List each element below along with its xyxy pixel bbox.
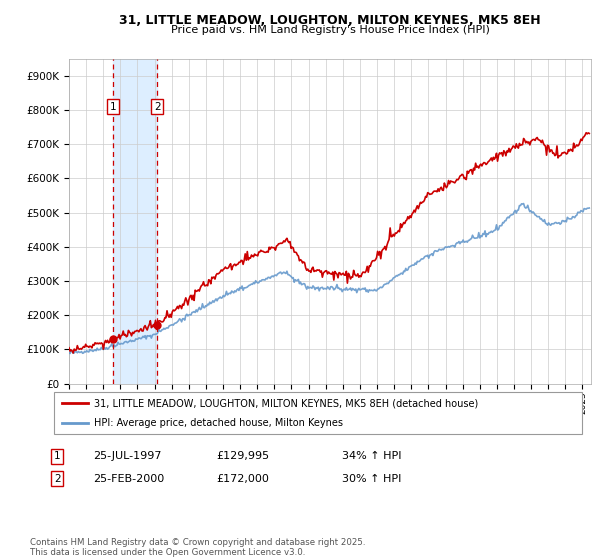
Bar	[113, 59, 157, 384]
Text: 31, LITTLE MEADOW, LOUGHTON, MILTON KEYNES, MK5 8EH (detached house): 31, LITTLE MEADOW, LOUGHTON, MILTON KEYN…	[94, 398, 478, 408]
Text: 2: 2	[154, 102, 160, 111]
Text: 1: 1	[54, 451, 61, 461]
Text: 34% ↑ HPI: 34% ↑ HPI	[342, 451, 401, 461]
Text: £172,000: £172,000	[216, 474, 269, 484]
Text: 25-JUL-1997: 25-JUL-1997	[93, 451, 161, 461]
Text: 2: 2	[54, 474, 61, 484]
Text: £129,995: £129,995	[216, 451, 269, 461]
Text: Price paid vs. HM Land Registry's House Price Index (HPI): Price paid vs. HM Land Registry's House …	[170, 25, 490, 35]
Text: 30% ↑ HPI: 30% ↑ HPI	[342, 474, 401, 484]
Text: HPI: Average price, detached house, Milton Keynes: HPI: Average price, detached house, Milt…	[94, 418, 343, 428]
Text: 1: 1	[110, 102, 116, 111]
Text: 31, LITTLE MEADOW, LOUGHTON, MILTON KEYNES, MK5 8EH: 31, LITTLE MEADOW, LOUGHTON, MILTON KEYN…	[119, 14, 541, 27]
Text: Contains HM Land Registry data © Crown copyright and database right 2025.
This d: Contains HM Land Registry data © Crown c…	[30, 538, 365, 557]
Text: 25-FEB-2000: 25-FEB-2000	[93, 474, 164, 484]
